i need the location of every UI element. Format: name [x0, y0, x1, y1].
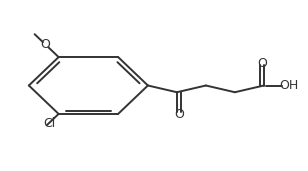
Text: O: O	[257, 57, 267, 70]
Text: OH: OH	[280, 79, 299, 92]
Text: O: O	[41, 38, 51, 51]
Text: Cl: Cl	[43, 117, 56, 130]
Text: O: O	[174, 108, 184, 121]
